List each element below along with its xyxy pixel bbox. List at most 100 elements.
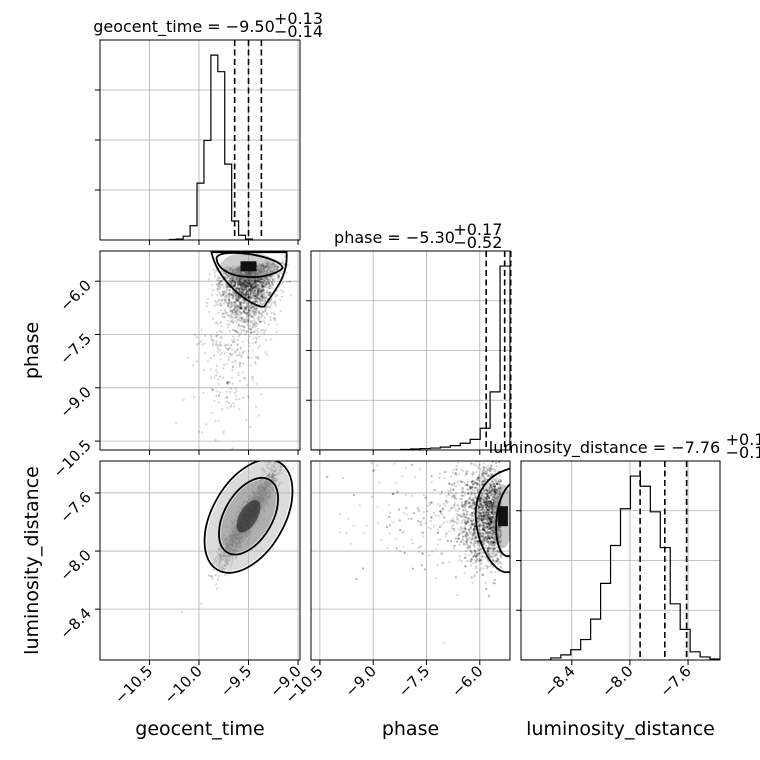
sample-point xyxy=(268,291,271,294)
sample-point xyxy=(241,351,244,354)
sample-point xyxy=(252,286,255,289)
panel-frame xyxy=(310,250,511,451)
sample-point xyxy=(253,311,256,314)
sample-point xyxy=(289,280,292,283)
sample-point xyxy=(236,306,239,309)
sample-point xyxy=(259,290,262,293)
sample-point xyxy=(228,298,231,301)
sample-point xyxy=(268,287,271,290)
sample-point xyxy=(280,453,282,455)
sample-point xyxy=(242,298,245,302)
sample-point xyxy=(253,286,256,289)
sample-point xyxy=(242,290,245,293)
sample-point xyxy=(257,289,260,292)
sample-point xyxy=(229,282,233,285)
sample-point xyxy=(246,281,249,285)
sample-point xyxy=(229,280,232,283)
sample-point xyxy=(270,304,273,307)
sample-point xyxy=(250,285,253,288)
sample-point xyxy=(246,384,249,387)
sample-point xyxy=(233,279,236,282)
sample-point xyxy=(257,318,260,321)
sample-point xyxy=(240,282,243,285)
sample-point xyxy=(240,291,243,294)
sample-point xyxy=(232,278,235,281)
sample-point xyxy=(236,286,240,289)
sample-point xyxy=(215,334,218,337)
sample-point xyxy=(255,279,259,282)
sample-point xyxy=(259,295,262,298)
sample-point xyxy=(270,281,273,284)
sample-point xyxy=(237,373,240,377)
sample-point xyxy=(264,338,267,342)
sample-point xyxy=(248,341,251,344)
sample-point xyxy=(223,298,226,302)
sample-point xyxy=(258,290,262,294)
sample-point xyxy=(234,320,237,323)
sample-point xyxy=(263,279,267,282)
sample-point xyxy=(242,283,245,286)
sample-point xyxy=(253,330,256,333)
sample-point xyxy=(235,299,238,302)
sample-point xyxy=(249,292,253,295)
sample-point xyxy=(241,352,244,355)
sample-point xyxy=(254,320,257,323)
sample-point xyxy=(238,283,241,286)
sample-point xyxy=(230,404,233,407)
sample-point xyxy=(243,311,246,314)
sample-point xyxy=(214,438,217,442)
sample-point xyxy=(254,284,257,287)
sample-point xyxy=(259,293,262,296)
sample-point xyxy=(248,287,252,290)
sample-point xyxy=(231,365,235,368)
sample-point xyxy=(225,343,228,346)
sample-point xyxy=(254,282,257,285)
sample-point xyxy=(242,293,245,296)
sample-point xyxy=(262,279,265,282)
sample-point xyxy=(244,377,247,380)
sample-point xyxy=(225,298,228,301)
sample-point xyxy=(211,317,215,320)
sample-point xyxy=(247,290,250,293)
sample-point xyxy=(218,276,221,280)
sample-point xyxy=(227,343,230,346)
sample-point xyxy=(237,281,240,284)
sample-point xyxy=(250,331,253,334)
sample-point xyxy=(249,425,252,429)
sample-point xyxy=(241,292,244,295)
sample-point xyxy=(257,294,261,297)
sample-point xyxy=(244,306,247,309)
sample-point xyxy=(258,292,261,295)
sample-point xyxy=(281,259,284,262)
sample-point xyxy=(250,284,253,288)
sample-point xyxy=(271,278,274,281)
sample-point xyxy=(262,293,265,296)
sample-point xyxy=(245,290,248,293)
sample-point xyxy=(234,301,237,304)
sample-point xyxy=(240,307,243,310)
sample-point xyxy=(249,289,252,292)
sample-point xyxy=(202,391,205,394)
sample-point xyxy=(228,292,231,295)
sample-point xyxy=(271,282,274,285)
sample-point xyxy=(249,330,252,333)
sample-point xyxy=(255,283,258,286)
sample-point xyxy=(261,278,264,281)
sample-point xyxy=(223,315,226,318)
sample-point xyxy=(254,280,257,283)
sample-point xyxy=(254,307,257,311)
sample-point xyxy=(234,351,237,354)
sample-point xyxy=(226,279,229,282)
sample-point xyxy=(250,306,253,309)
sample-point xyxy=(219,353,222,356)
sample-point xyxy=(225,382,228,385)
sample-point xyxy=(227,289,230,292)
sample-point xyxy=(214,573,217,577)
sample-point xyxy=(247,284,250,287)
sample-point xyxy=(239,304,242,307)
sample-point xyxy=(241,282,244,285)
sample-point xyxy=(256,356,259,359)
sample-point xyxy=(242,290,245,293)
sample-point xyxy=(233,405,236,408)
sample-point xyxy=(257,316,260,319)
